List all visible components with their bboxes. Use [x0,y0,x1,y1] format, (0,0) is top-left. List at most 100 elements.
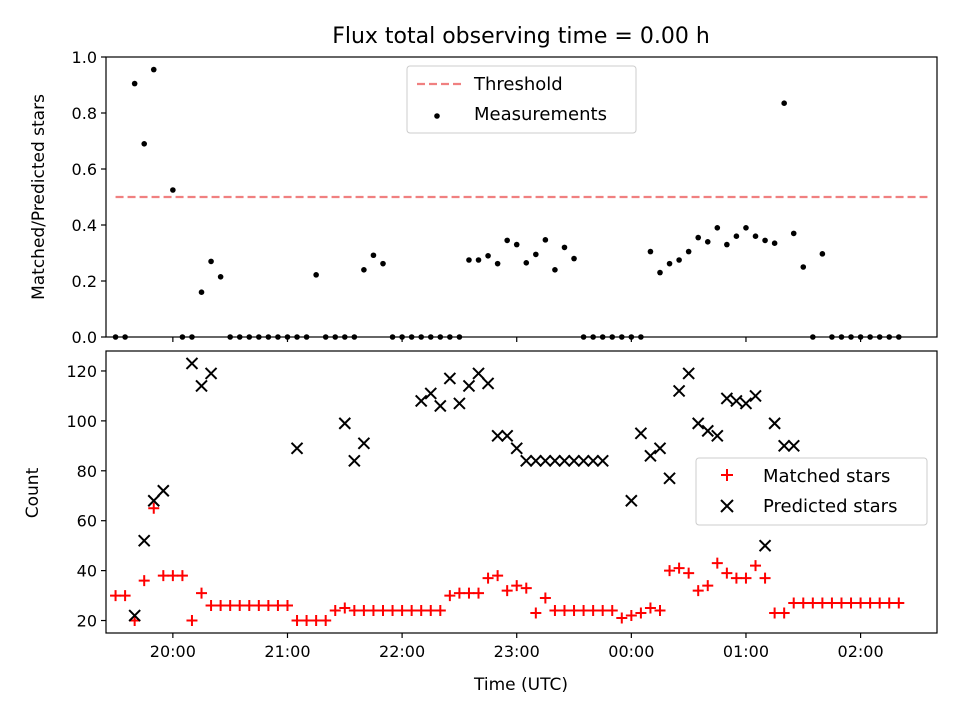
matched-star-point [778,607,790,619]
predicted-star-point [434,399,447,413]
top-y-tick-label: 0.2 [72,272,97,291]
matched-star-point [759,572,771,584]
matched-star-point [702,580,714,592]
matched-star-point [721,567,733,579]
x-axis-label: Time (UTC) [473,675,568,695]
predicted-star-point [663,472,676,485]
matched-star-point [816,597,828,609]
matched-star-point [415,605,427,617]
measurement-point [504,237,510,244]
measurement-point [695,234,702,241]
matched-star-point [358,605,370,617]
measurement-point [704,239,711,245]
predicted-star-point [730,394,743,408]
measurements-legend-label: Measurements [474,104,607,125]
measurement-point [724,241,730,248]
matched-star-point [692,585,704,597]
matched-star-point [138,575,150,587]
measurement-point [771,240,778,246]
predicted-star-point [596,454,609,468]
bottom-y-tick-label: 120 [66,362,97,381]
predicted-star-point [290,442,304,455]
matched-star-point [683,567,695,579]
matched-star-point [243,600,255,612]
predicted-star-point [558,454,571,468]
measurement-point [198,289,205,296]
matched-star-point [473,587,485,599]
predicted-star-point [739,397,753,410]
top-panel: Flux total observing time = 0.00 h Match… [29,24,938,347]
measurement-point [657,269,663,276]
bottom-x-tick-label: 21:00 [264,642,310,661]
predicted-star-point [481,377,495,390]
matched-star-point [387,605,399,617]
matched-star-point [730,572,742,584]
measurement-point [762,237,768,244]
predicted-star-point [147,494,160,507]
matched-star-point [673,562,685,574]
top-y-tick-label: 0.0 [72,328,97,347]
predicted-star-point [586,454,600,468]
matched-star-point [453,587,465,599]
matched-star-point [291,615,303,627]
predicted-star-point [758,539,772,552]
predicted-star-point [185,357,199,370]
bottom-y-tick-label: 100 [66,412,97,431]
measurement-point [150,66,157,73]
measurement-point [533,251,539,258]
matched-legend-label: Matched stars [763,466,890,487]
bottom-y-tick-label: 20 [77,612,97,631]
matched-star-point [654,605,666,617]
predicted-star-point [157,484,170,497]
measurement-point [800,264,807,270]
matched-star-point [883,597,895,609]
matched-star-point [711,557,723,569]
matched-star-point [281,600,293,612]
top-legend-box [406,65,637,134]
measurement-point [743,225,749,231]
top-y-tick-label: 0.8 [72,104,97,123]
predicted-star-point [128,609,141,622]
matched-star-point [425,605,437,617]
predicted-star-point [691,417,705,430]
measurement-point [676,257,682,263]
predicted-star-point [672,384,686,398]
matched-star-point [224,600,236,612]
matched-star-point [864,597,876,609]
bottom-y-axis-label: Count [23,467,43,518]
matched-star-point [367,605,379,617]
predicted-star-point [338,417,352,430]
predicted-star-point [204,367,218,380]
predicted-legend-label: Predicted stars [763,496,897,517]
matched-star-point [568,605,580,617]
predicted-star-point [653,442,667,455]
measurement-point [790,230,797,237]
bottom-x-tick-label: 02:00 [838,642,884,661]
predicted-star-point [414,394,428,408]
bottom-x-tick-label: 00:00 [608,642,654,661]
measurement-point [475,257,482,263]
chart-title: Flux total observing time = 0.00 h [332,24,710,49]
matched-star-point [606,605,618,617]
matched-star-point [520,582,532,594]
matched-star-point [549,605,561,617]
measurement-point [208,258,214,265]
matched-star-point [406,605,418,617]
measurement-point [370,252,377,259]
matched-star-point [482,572,494,584]
bottom-x-tick-label: 22:00 [379,642,425,661]
measurement-point [494,260,501,267]
bottom-x-tick-label: 20:00 [150,642,196,661]
matched-star-point [587,605,599,617]
matched-star-point [444,590,456,602]
matched-star-point [826,597,838,609]
predicted-star-point [682,367,695,380]
matched-star-point [157,570,169,582]
matched-star-point [377,605,389,617]
measurement-point [552,267,558,273]
predicted-star-point [625,494,638,507]
matched-star-point [234,600,246,612]
predicted-star-point [567,454,581,468]
measurement-point [170,187,176,193]
